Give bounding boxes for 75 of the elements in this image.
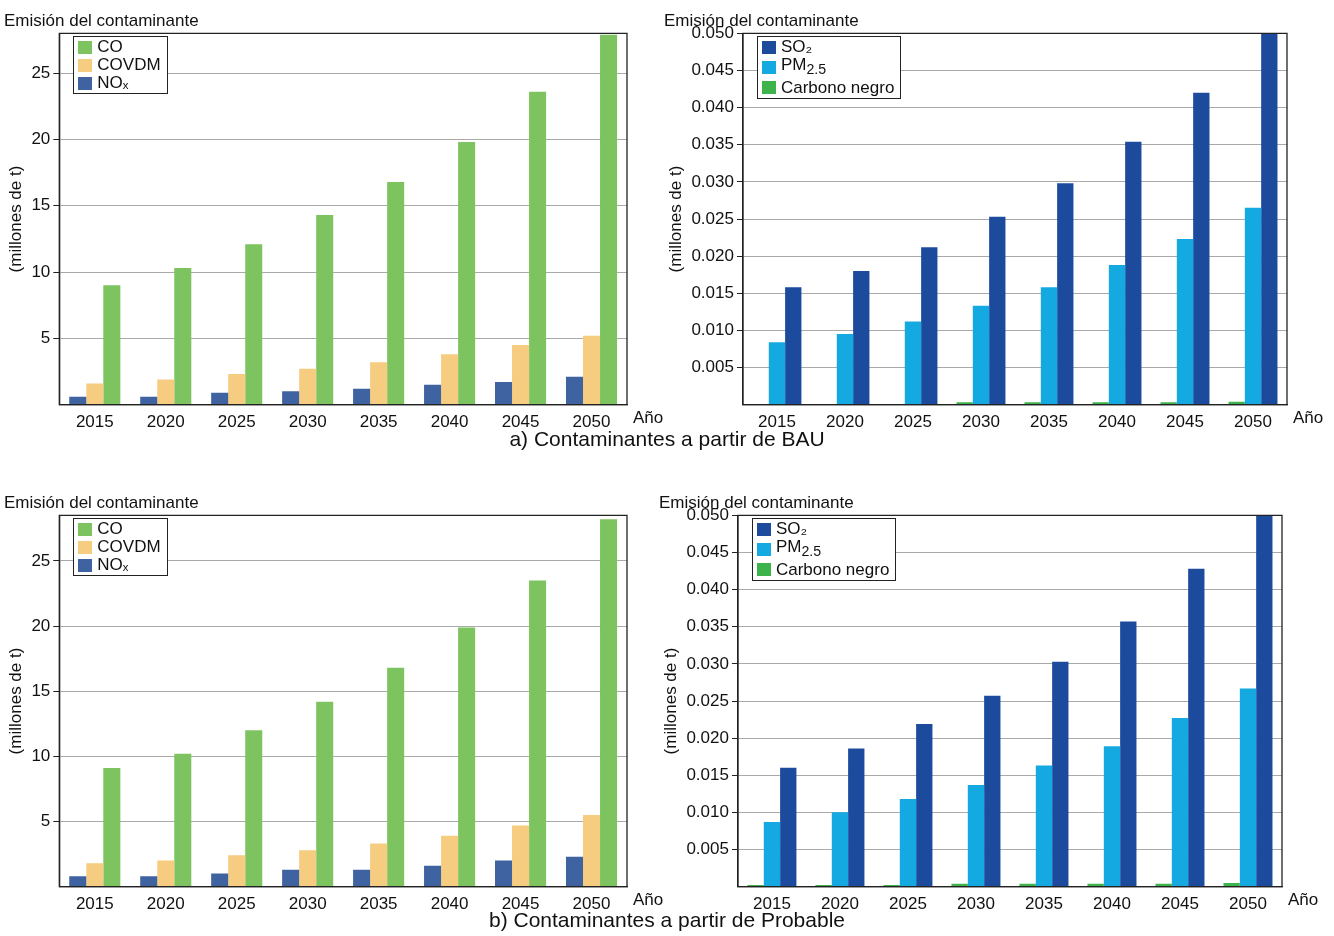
x-tick-label: 2015 [75, 894, 114, 914]
y-axis-title: (millones de t) [5, 165, 25, 273]
y-tick-label: 0.045 [686, 542, 729, 562]
x-axis-title: Año [1293, 407, 1324, 427]
y-tick-label: 0.020 [691, 245, 734, 265]
legend-label: Carbono negro [775, 559, 890, 579]
legend-label: COVDM [97, 55, 161, 75]
legend-label: SO₂ [775, 519, 808, 539]
y-tick-label: 0.005 [691, 357, 734, 377]
x-tick-label: 2040 [1098, 412, 1136, 432]
y-tick-label: 0.045 [691, 60, 734, 80]
x-tick-label: 2025 [217, 894, 256, 914]
y-axis-title: (millones de t) [5, 647, 25, 755]
x-tick-label: 2040 [430, 894, 469, 914]
legend-label: CO [97, 519, 123, 539]
y-tick-label: 25 [31, 550, 51, 570]
y-tick-label: 20 [31, 129, 51, 149]
x-tick-label: 2025 [217, 412, 256, 432]
x-tick-label: 2030 [957, 894, 995, 914]
y-tick-label: 0.025 [691, 208, 734, 228]
x-tick-label: 2030 [962, 412, 1000, 432]
y-axis-title: (millones de t) [660, 647, 680, 755]
x-tick-label: 2040 [430, 412, 469, 432]
y-tick-label: 0.010 [691, 320, 734, 340]
x-tick-label: 2035 [1025, 894, 1063, 914]
x-tick-label: 2035 [359, 412, 398, 432]
y-tick-label: 20 [31, 615, 51, 635]
legend-label: PM$_{2.5}$ [775, 537, 822, 561]
x-tick-label: 2015 [75, 412, 114, 432]
y-tick-label: 0.015 [691, 282, 734, 302]
x-tick-label: 2030 [288, 412, 327, 432]
x-tick-label: 2020 [826, 412, 864, 432]
legend-label: COVDM [97, 537, 161, 557]
x-tick-label: 2050 [1229, 894, 1267, 914]
y-tick-label: 15 [31, 680, 51, 700]
y-tick-label: 0.035 [686, 616, 729, 636]
y-axis-title: (millones de t) [665, 165, 685, 273]
x-axis-title: Año [1288, 889, 1319, 909]
x-tick-label: 2035 [1030, 412, 1068, 432]
x-axis-title: Año [633, 407, 664, 427]
legend-label: NOₓ [97, 73, 129, 93]
x-tick-label: 2025 [894, 412, 932, 432]
y-tick-label: 0.030 [691, 171, 734, 191]
y-tick-label: 0.020 [686, 727, 729, 747]
x-tick-label: 2050 [1234, 412, 1272, 432]
y-tick-label: 5 [40, 811, 51, 831]
y-tick-label: 10 [31, 261, 51, 281]
y-tick-label: 0.030 [686, 653, 729, 673]
legend-label: PM$_{2.5}$ [780, 55, 827, 79]
x-tick-label: 2035 [359, 894, 398, 914]
y-tick-label: 0.015 [686, 764, 729, 784]
y-tick-label: 0.010 [686, 802, 729, 822]
x-tick-label: 2045 [1166, 412, 1204, 432]
x-tick-label: 2040 [1093, 894, 1131, 914]
x-tick-label: 2020 [146, 894, 185, 914]
chart-title: Emisión del contaminante [4, 492, 199, 512]
y-tick-label: 15 [31, 195, 51, 215]
x-tick-label: 2045 [1161, 894, 1199, 914]
x-tick-label: 2025 [889, 894, 927, 914]
y-tick-label: 10 [31, 746, 51, 766]
legend-label: NOₓ [97, 555, 129, 575]
legend-label: Carbono negro [780, 77, 895, 97]
chart-title: Emisión del contaminante [4, 10, 199, 30]
legend-label: CO [97, 37, 123, 57]
y-tick-label: 5 [40, 328, 51, 347]
x-tick-label: 2020 [146, 412, 185, 432]
x-tick-label: 2030 [288, 894, 327, 914]
y-tick-label: 0.035 [691, 134, 734, 154]
y-tick-label: 0.040 [691, 97, 734, 117]
legend-label: SO₂ [780, 37, 813, 57]
y-tick-label: 0.005 [686, 839, 729, 859]
y-tick-label: 25 [31, 62, 51, 82]
y-tick-label: 0.040 [686, 579, 729, 599]
x-axis-title: Año [633, 889, 664, 909]
y-tick-label: 0.025 [686, 690, 729, 710]
